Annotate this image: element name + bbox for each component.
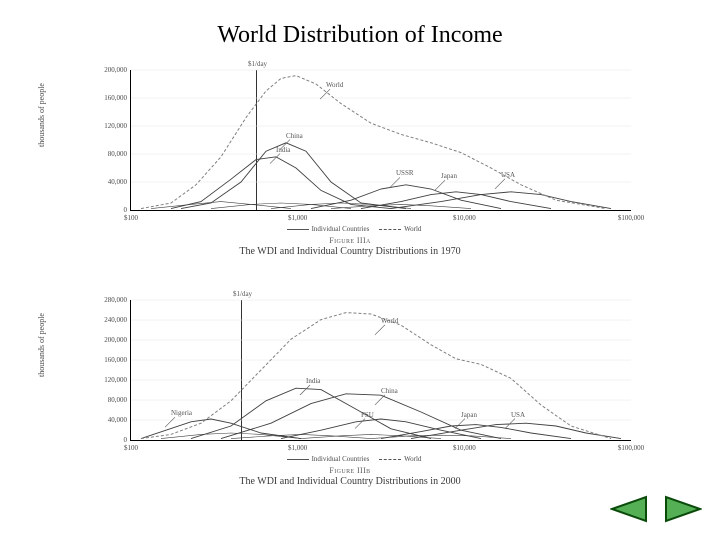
y-tick-label: 120,000 bbox=[77, 377, 127, 384]
y-tick-label: 160,000 bbox=[77, 95, 127, 102]
label-world: World bbox=[326, 81, 343, 89]
y-axis-label: thousands of people bbox=[37, 50, 46, 180]
poverty-label-2000: $1/day bbox=[233, 290, 252, 298]
y-tick-label: 240,000 bbox=[77, 317, 127, 324]
label-ussr: USSR bbox=[396, 169, 414, 177]
curves-1970 bbox=[131, 70, 631, 210]
y-tick-label: 200,000 bbox=[77, 337, 127, 344]
label-india: India bbox=[276, 146, 290, 154]
label-japan: Japan bbox=[461, 411, 477, 419]
y-tick-label: 0 bbox=[77, 437, 127, 444]
label-india: India bbox=[306, 377, 320, 385]
label-nigeria: Nigeria bbox=[171, 409, 192, 417]
y-tick-label: 0 bbox=[77, 207, 127, 214]
x-tick-label: $1,000 bbox=[288, 214, 307, 222]
next-button[interactable] bbox=[662, 495, 702, 528]
x-tick-label: $10,000 bbox=[453, 214, 476, 222]
legend-2000: Individual Countries World bbox=[70, 455, 630, 463]
label-china: China bbox=[286, 132, 303, 140]
y-tick-label: 160,000 bbox=[77, 357, 127, 364]
y-tick-label: 200,000 bbox=[77, 67, 127, 74]
label-usa: USA bbox=[511, 411, 525, 419]
plot-area-1970: thousands of people 040,00080,000120,000… bbox=[130, 70, 631, 211]
y-axis-label: thousands of people bbox=[37, 280, 46, 410]
page-title: World Distribution of Income bbox=[0, 22, 720, 49]
x-tick-label: $100,000 bbox=[618, 444, 644, 452]
x-tick-label: $10,000 bbox=[453, 444, 476, 452]
y-tick-label: 80,000 bbox=[77, 397, 127, 404]
y-tick-label: 40,000 bbox=[77, 417, 127, 424]
x-tick-label: $1,000 bbox=[288, 444, 307, 452]
label-china: China bbox=[381, 387, 398, 395]
label-fsu: FSU bbox=[361, 411, 374, 419]
chart-1970: thousands of people 040,00080,000120,000… bbox=[70, 70, 630, 250]
x-tick-label: $100,000 bbox=[618, 214, 644, 222]
figure-caption-b: The WDI and Individual Country Distribut… bbox=[70, 476, 630, 487]
label-usa: USA bbox=[501, 171, 515, 179]
y-tick-label: 120,000 bbox=[77, 123, 127, 130]
poverty-label-1970: $1/day bbox=[248, 60, 267, 68]
plot-area-2000: thousands of people 040,00080,000120,000… bbox=[130, 300, 631, 441]
figure-number-a: Figure IIIa bbox=[70, 236, 630, 245]
y-tick-label: 280,000 bbox=[77, 297, 127, 304]
y-tick-label: 80,000 bbox=[77, 151, 127, 158]
label-world: World bbox=[381, 317, 398, 325]
figure-number-b: Figure IIIb bbox=[70, 466, 630, 475]
figure-caption-a: The WDI and Individual Country Distribut… bbox=[70, 246, 630, 257]
legend-1970: Individual Countries World bbox=[70, 225, 630, 233]
x-tick-label: $100 bbox=[124, 444, 138, 452]
y-tick-label: 40,000 bbox=[77, 179, 127, 186]
x-tick-label: $100 bbox=[124, 214, 138, 222]
chart-2000: thousands of people 040,00080,000120,000… bbox=[70, 300, 630, 480]
label-japan: Japan bbox=[441, 172, 457, 180]
prev-button[interactable] bbox=[610, 495, 650, 528]
